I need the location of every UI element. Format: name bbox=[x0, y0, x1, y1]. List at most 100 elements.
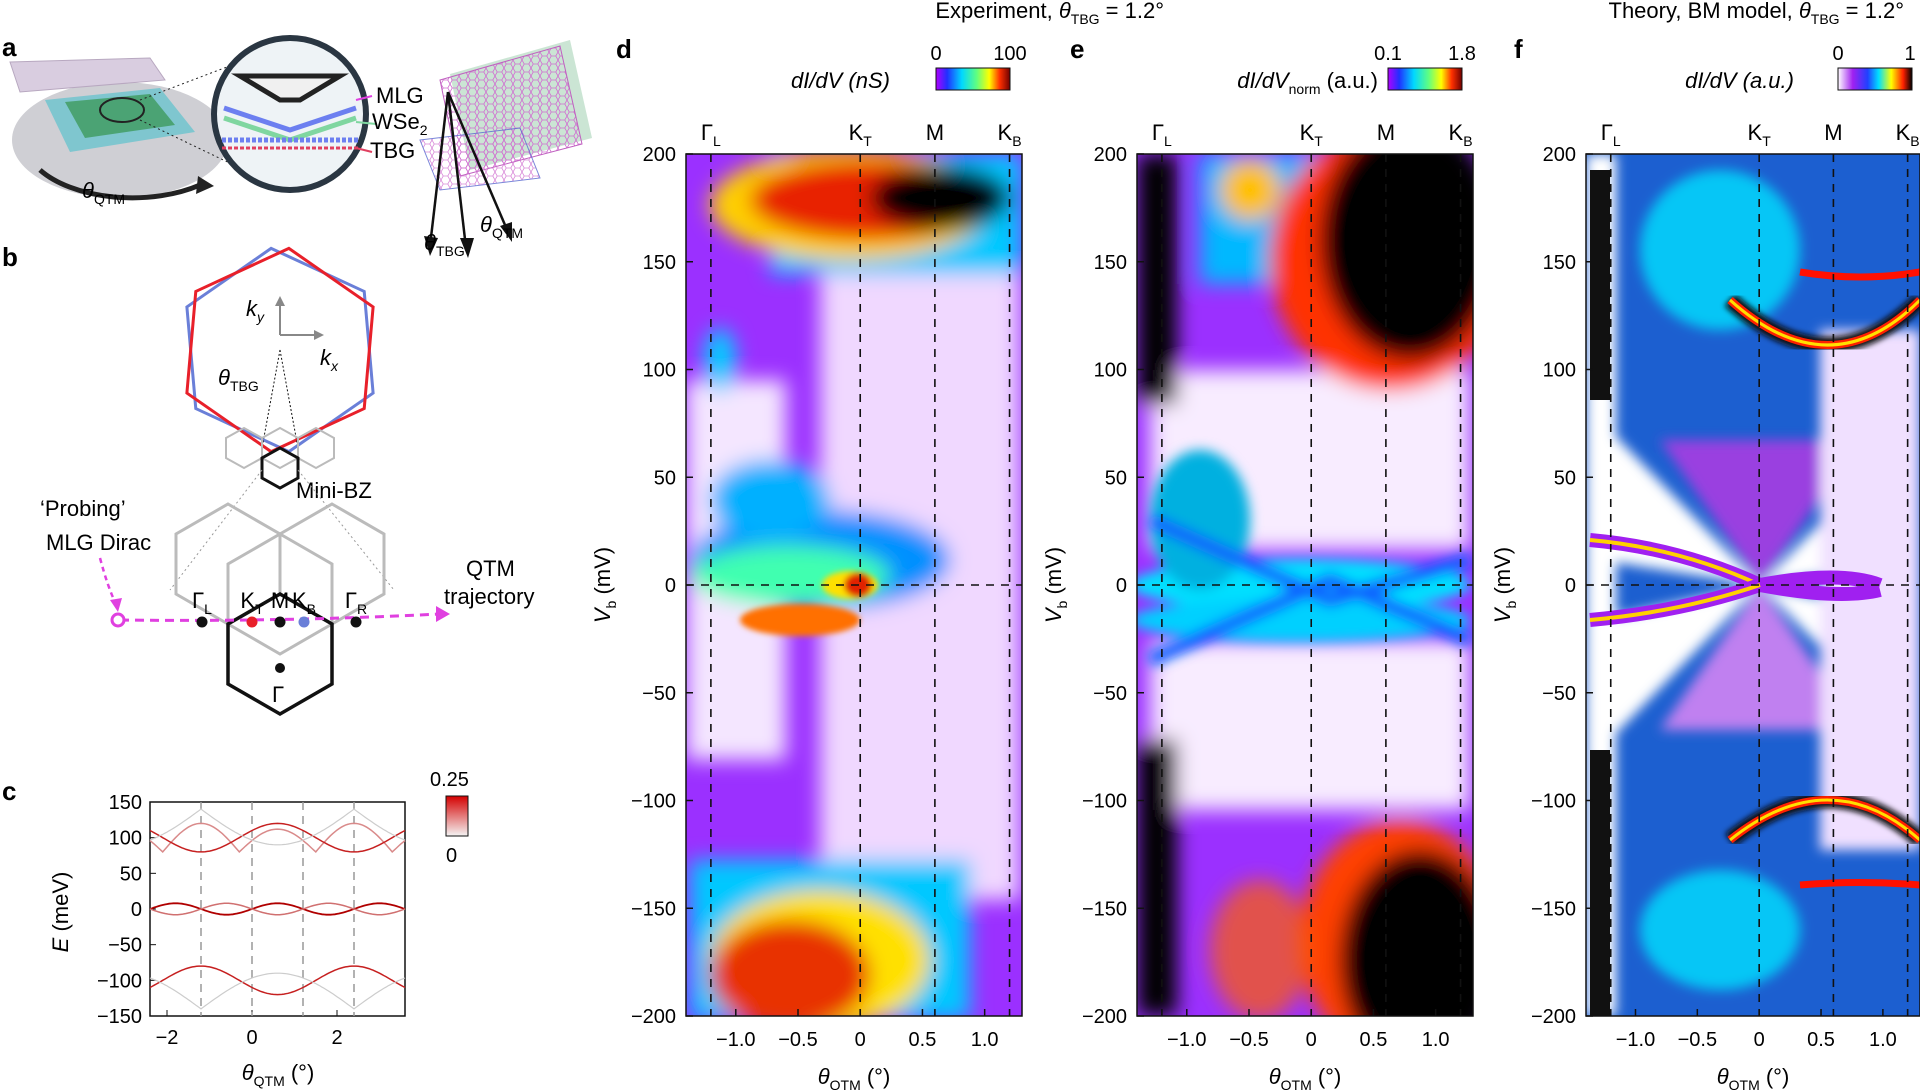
axes-d: 200 150 100 50 0 −50 −100 −150 −200 −1.0 −0.5 0 0.5 1… bbox=[590, 120, 1022, 1090]
mlg-label: MLG bbox=[376, 83, 424, 108]
x-tick-label: −1.0 bbox=[1616, 1029, 1655, 1051]
x-tick-label: 0 bbox=[1754, 1029, 1765, 1051]
zoom-line bbox=[169, 469, 263, 591]
x-tick-label: −0.5 bbox=[1678, 1029, 1717, 1051]
bz-points: ΓL KT M KB ΓR bbox=[192, 588, 367, 628]
x-tick-label: 0.5 bbox=[1807, 1029, 1835, 1051]
y-tick-label: 200 bbox=[1543, 144, 1576, 166]
colorbar-min-c: 0 bbox=[446, 845, 457, 867]
theta-tbg-label-b: θTBG bbox=[218, 365, 259, 394]
y-tick-label: −100 bbox=[1082, 791, 1127, 813]
colorbar-c bbox=[445, 795, 469, 837]
zoom-spot bbox=[99, 97, 145, 123]
high-symmetry-label: KB bbox=[998, 120, 1022, 149]
y-tick-label: −50 bbox=[108, 935, 142, 957]
x-axis-label-c: θQTM (°) bbox=[242, 1060, 315, 1089]
title-theory: Theory, BM model, θTBG = 1.2° bbox=[1609, 0, 1905, 27]
colorbar-f bbox=[1837, 67, 1913, 91]
y-tick-label: −150 bbox=[97, 1006, 142, 1028]
theta-qtm-label: θQTM bbox=[82, 178, 125, 207]
heatmap-d bbox=[686, 154, 1022, 1016]
y-tick-label: −200 bbox=[631, 1006, 676, 1028]
x-axis-label: θQTM (°) bbox=[1269, 1064, 1342, 1090]
y-tick-label: 0 bbox=[665, 575, 676, 597]
cone-line bbox=[446, 91, 468, 249]
y-tick-label: 100 bbox=[643, 360, 676, 382]
leader-line bbox=[355, 147, 373, 153]
arrow-head-icon bbox=[460, 238, 474, 258]
panel-e: e bbox=[1041, 34, 1476, 1090]
x-tick-label: 1.0 bbox=[971, 1029, 999, 1051]
dotted-line bbox=[261, 349, 281, 449]
leader-line bbox=[355, 121, 377, 125]
x-tick-label: −1.0 bbox=[1167, 1029, 1206, 1051]
heatmap-e bbox=[1137, 154, 1473, 1016]
y-tick-label: 50 bbox=[1105, 467, 1127, 489]
arrow-head-icon bbox=[314, 330, 324, 340]
band-curve bbox=[149, 822, 406, 853]
x-axis-label: θQTM (°) bbox=[818, 1064, 891, 1090]
tbg-label: TBG bbox=[370, 138, 415, 163]
colorbar-label-e: dI/dVnorm (a.u.) bbox=[1237, 68, 1378, 97]
y-tick-label: 200 bbox=[643, 144, 676, 166]
probing-dirac-point bbox=[110, 612, 126, 628]
high-symmetry-label: ΓL bbox=[1152, 120, 1172, 149]
colorbar-label-f: dI/dV (a.u.) bbox=[1685, 68, 1794, 93]
y-axis-label-c: E (meV) bbox=[48, 872, 73, 953]
colorbar-min-e: 0.1 bbox=[1374, 43, 1402, 65]
bz-point bbox=[246, 616, 258, 628]
band-curve bbox=[149, 902, 406, 916]
bz-point bbox=[274, 616, 286, 628]
axes-c: 150 100 50 0 −50 −100 −150 −2 0 2 bbox=[97, 792, 355, 1049]
x-tick-label: 0 bbox=[1306, 1029, 1317, 1051]
qtm-label-1: QTM bbox=[466, 556, 515, 581]
bz-point-label: KB bbox=[292, 588, 316, 617]
y-tick-label: 0 bbox=[1116, 575, 1127, 597]
ky-label: ky bbox=[246, 296, 265, 325]
heatmap-f bbox=[1586, 154, 1920, 1016]
zoom-line bbox=[139, 119, 241, 169]
colorbar-e bbox=[1387, 67, 1463, 91]
band-curve bbox=[149, 972, 406, 1010]
cone-line bbox=[428, 91, 450, 247]
zoom-line bbox=[297, 469, 395, 591]
colorbar-d bbox=[935, 67, 1011, 91]
high-symmetry-label: ΓL bbox=[701, 120, 721, 149]
panel-a: a θQTM MLG WSe2 TBG bbox=[2, 32, 592, 259]
bz-point bbox=[350, 616, 362, 628]
kx-label: kx bbox=[320, 345, 339, 374]
high-symmetry-label: KT bbox=[1300, 120, 1324, 149]
bz-point-label: KT bbox=[240, 588, 264, 617]
band-curve bbox=[149, 822, 406, 853]
panel-label-c: c bbox=[2, 776, 16, 806]
x-tick-label: 0.5 bbox=[909, 1029, 937, 1051]
gamma-point bbox=[275, 663, 285, 673]
qtm-label-2: trajectory bbox=[444, 584, 534, 609]
high-symmetry-label: KT bbox=[1748, 120, 1772, 149]
rotation-arrow bbox=[38, 168, 201, 201]
dotted-line bbox=[279, 349, 299, 449]
panel-c: c 150 100 50 0 −50 −100 −150 −2 0 2 E (meV) θQTM … bbox=[2, 769, 469, 1089]
colorbar-max-c: 0.25 bbox=[430, 769, 469, 791]
band-curves bbox=[149, 808, 406, 1010]
y-tick-label: −100 bbox=[1531, 791, 1576, 813]
high-symmetry-label: M bbox=[1824, 120, 1842, 145]
panel-b: b ky kx θTBG Mini-BZ bbox=[2, 242, 534, 717]
y-tick-label: 150 bbox=[643, 252, 676, 274]
tip-shape bbox=[230, 73, 350, 103]
panel-f: f Theory, BM model, θTBG = 1.2° bbox=[1490, 0, 1920, 1090]
leader-line bbox=[355, 95, 373, 101]
x-axis-label: θQTM (°) bbox=[1717, 1064, 1790, 1090]
band-curve bbox=[149, 965, 406, 996]
x-tick-label: 0.5 bbox=[1360, 1029, 1388, 1051]
y-tick-label: −50 bbox=[642, 683, 676, 705]
moire-bz-grid bbox=[174, 502, 386, 656]
high-symmetry-label: KB bbox=[1449, 120, 1473, 149]
y-tick-label: 150 bbox=[1094, 252, 1127, 274]
y-tick-label: 100 bbox=[1543, 360, 1576, 382]
arrow-head-icon bbox=[500, 222, 512, 242]
y-axis-label: Vb (mV) bbox=[1041, 547, 1070, 623]
panel-label-f: f bbox=[1514, 34, 1523, 64]
high-symmetry-label: M bbox=[1377, 120, 1395, 145]
